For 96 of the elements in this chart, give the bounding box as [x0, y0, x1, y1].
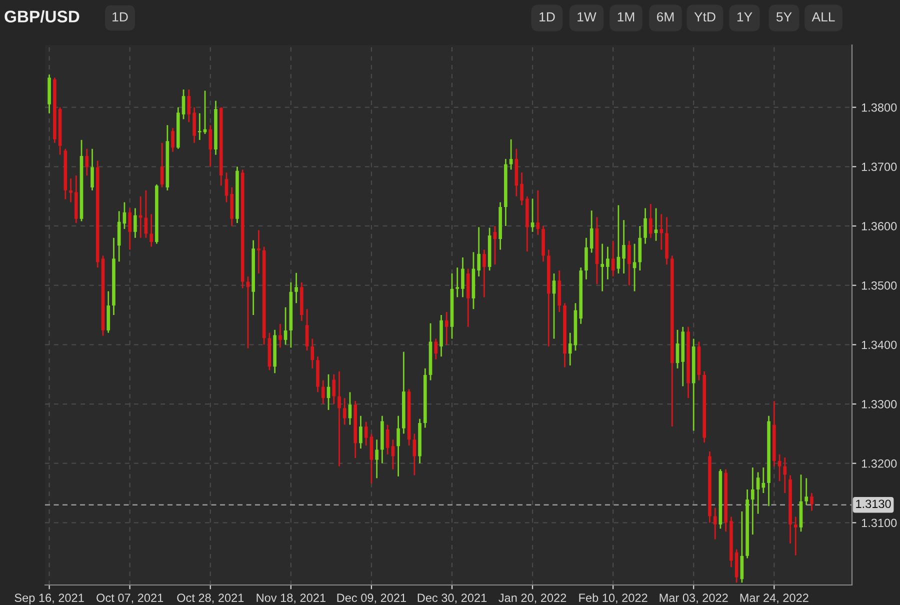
x-tick-label: Sep 16, 2021 [14, 594, 84, 604]
x-tick-label: Feb 10, 2022 [579, 593, 648, 604]
text: 1Y [737, 12, 752, 22]
text: 5Y [776, 12, 792, 22]
candlestick [622, 219, 626, 274]
candlestick [794, 516, 798, 556]
candlestick [294, 272, 298, 304]
y-tick-label: 1.3800 [862, 103, 897, 112]
y-tick-label: 1.3700 [862, 162, 897, 172]
candlestick [284, 306, 288, 346]
candlestick [332, 374, 336, 405]
text: 1D [112, 12, 128, 22]
candlestick [632, 243, 636, 292]
candlestick [628, 240, 631, 286]
x-tick-label: Oct 28, 2021 [177, 594, 244, 604]
candlestick [648, 203, 652, 239]
candlestick [396, 415, 400, 478]
candlestick [461, 256, 464, 298]
y-tick-label: 1.3500 [862, 281, 897, 290]
candlestick [278, 323, 282, 348]
candlestick [257, 229, 260, 274]
candlestick [520, 172, 524, 206]
candlestick [456, 266, 460, 298]
candlestick [192, 106, 196, 144]
candlestick [386, 424, 390, 456]
candlestick [660, 213, 664, 250]
candlestick [740, 510, 744, 584]
ref-line-label: 1.3130 [856, 500, 891, 508]
candlestick [751, 466, 754, 536]
candlestick [144, 190, 148, 239]
x-tick-label: Nov 18, 2021 [256, 594, 326, 604]
candlestick [370, 432, 374, 484]
x-tick-label: Jan 20, 2022 [498, 594, 566, 604]
candlestick [310, 338, 314, 370]
text: 1D [540, 12, 555, 22]
x-tick-label: Dec 30, 2021 [418, 594, 487, 604]
chart-title: GBP/USD [4, 10, 80, 23]
candlestick [321, 380, 325, 405]
candlestick [160, 142, 164, 188]
candlestick [590, 210, 594, 254]
text: ALL [812, 12, 835, 22]
x-tick-label: Mar 24, 2022 [740, 594, 808, 604]
text: YtD [694, 12, 716, 22]
candlestick [713, 507, 717, 540]
y-tick-label: 1.3100 [862, 518, 897, 528]
candlestick [117, 210, 121, 262]
candlestick [600, 243, 604, 292]
y-tick-label: 1.3400 [862, 340, 897, 350]
candlestick [482, 249, 486, 298]
candlestick [224, 172, 228, 203]
x-tick-label: Oct 07, 2021 [96, 594, 164, 604]
candlestick [444, 311, 448, 346]
candlestick [552, 272, 556, 340]
candlestick [134, 207, 137, 239]
candlestick [762, 466, 766, 494]
candlestick [171, 127, 174, 153]
candlestick [305, 308, 309, 352]
candlestick [568, 332, 572, 366]
candlestick [756, 472, 760, 514]
candlestick [778, 454, 782, 482]
x-tick-label: Mar 03, 2022 [660, 594, 728, 604]
candlestick [364, 421, 368, 446]
y-tick-label: 1.3200 [862, 459, 897, 468]
candlestick [644, 207, 647, 244]
candlestick [90, 148, 94, 192]
candlestick [412, 432, 416, 476]
candlestick [391, 438, 395, 470]
candlestick [375, 438, 378, 479]
candlestick [509, 138, 513, 170]
candlestick [338, 370, 341, 468]
candlestick [434, 338, 438, 360]
candlestick [676, 329, 680, 370]
candlestick [342, 397, 346, 426]
candlestick [359, 415, 362, 450]
candlestick [804, 477, 808, 506]
candlestick [85, 148, 89, 176]
candlestick [536, 190, 540, 236]
candlestick [128, 207, 132, 250]
candlestick [584, 237, 588, 280]
candlestick [69, 178, 72, 203]
candlestick [208, 124, 212, 168]
candlestick [810, 492, 814, 512]
y-tick-label: 1.3300 [862, 400, 897, 408]
text: 6M [657, 12, 674, 22]
candlestick [783, 456, 787, 494]
x-tick-label: Dec 09, 2021 [337, 594, 406, 604]
candlestick [187, 88, 191, 123]
y-tick-label: 1.3600 [862, 222, 897, 230]
candlestick [182, 88, 186, 120]
text: 1W [578, 12, 596, 22]
candlestick [611, 240, 615, 278]
candlestick [150, 213, 153, 248]
text: 1M [618, 12, 634, 22]
candlestick [348, 391, 352, 426]
candlestick [477, 226, 480, 278]
candlestick [606, 246, 610, 280]
